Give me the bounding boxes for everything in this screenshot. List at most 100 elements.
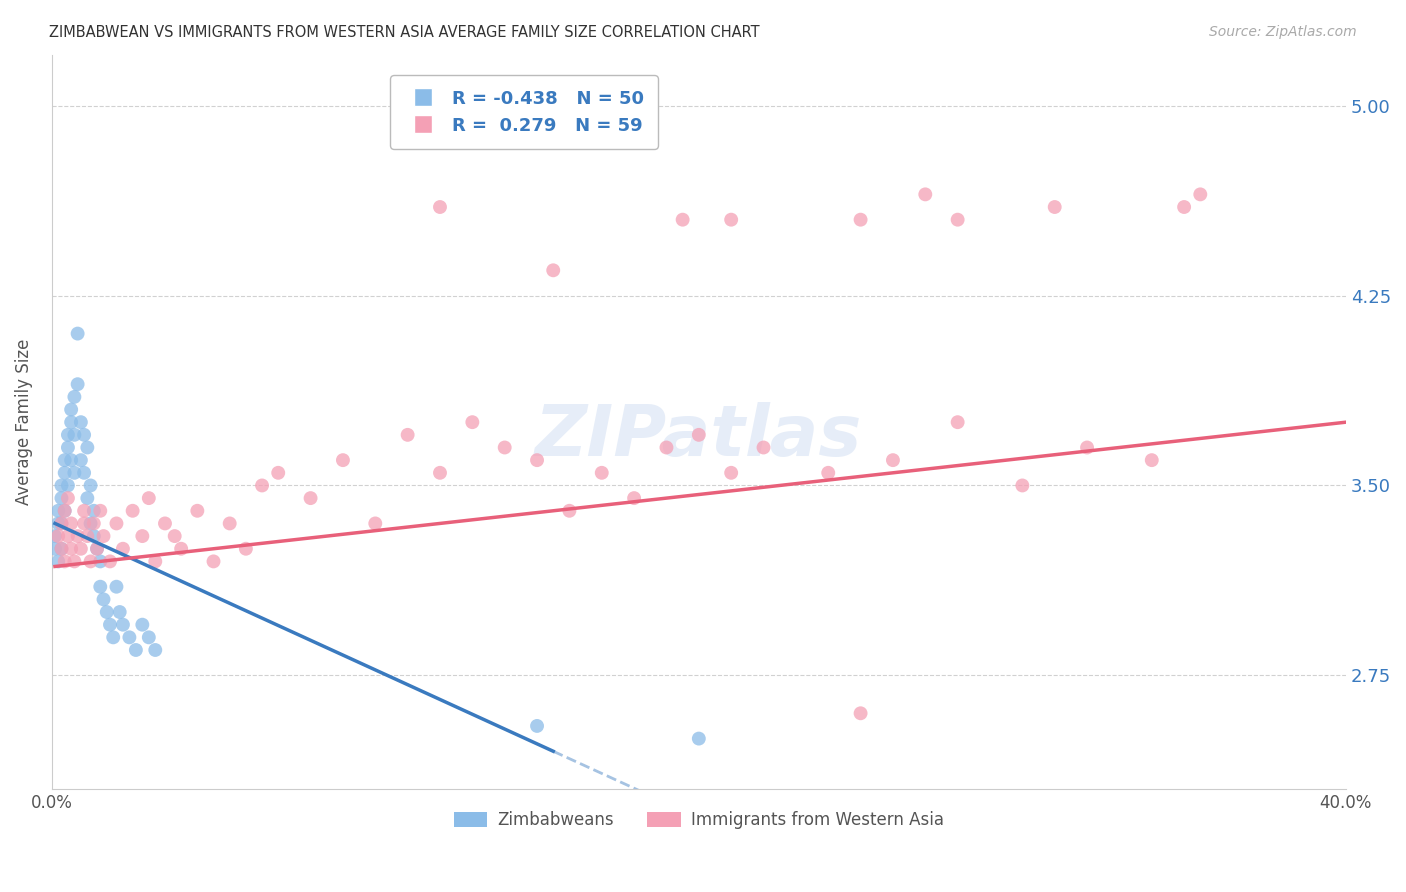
Point xyxy=(66,326,89,341)
Point xyxy=(46,504,69,518)
Point xyxy=(688,427,710,442)
Point xyxy=(118,631,141,645)
Point xyxy=(46,516,69,531)
Point xyxy=(1173,200,1195,214)
Text: Source: ZipAtlas.com: Source: ZipAtlas.com xyxy=(1209,25,1357,39)
Point xyxy=(93,592,115,607)
Point xyxy=(83,516,105,531)
Point xyxy=(882,453,904,467)
Point xyxy=(526,719,548,733)
Point xyxy=(111,617,134,632)
Point xyxy=(1011,478,1033,492)
Point xyxy=(914,187,936,202)
Point xyxy=(60,415,83,429)
Point xyxy=(56,427,79,442)
Point xyxy=(1043,200,1066,214)
Point xyxy=(186,504,208,518)
Text: ZIPatlas: ZIPatlas xyxy=(536,402,862,471)
Point xyxy=(70,415,93,429)
Point xyxy=(70,453,93,467)
Point xyxy=(51,541,73,556)
Point xyxy=(51,541,73,556)
Point xyxy=(105,516,128,531)
Point xyxy=(526,453,548,467)
Point xyxy=(170,541,193,556)
Point xyxy=(946,212,969,227)
Point xyxy=(73,516,96,531)
Point xyxy=(56,441,79,455)
Point xyxy=(250,478,273,492)
Point xyxy=(98,617,121,632)
Point xyxy=(752,441,775,455)
Point xyxy=(86,541,108,556)
Point xyxy=(76,441,98,455)
Point xyxy=(73,427,96,442)
Point xyxy=(153,516,176,531)
Point xyxy=(623,491,645,505)
Point xyxy=(163,529,186,543)
Point xyxy=(70,541,93,556)
Point xyxy=(108,605,131,619)
Point xyxy=(720,466,742,480)
Point xyxy=(63,466,86,480)
Point xyxy=(103,631,125,645)
Point xyxy=(396,427,419,442)
Point xyxy=(121,504,143,518)
Point xyxy=(76,491,98,505)
Text: ZIMBABWEAN VS IMMIGRANTS FROM WESTERN ASIA AVERAGE FAMILY SIZE CORRELATION CHART: ZIMBABWEAN VS IMMIGRANTS FROM WESTERN AS… xyxy=(49,25,759,40)
Point xyxy=(494,441,516,455)
Point xyxy=(53,466,76,480)
Point xyxy=(53,504,76,518)
Point xyxy=(66,529,89,543)
Point xyxy=(46,554,69,568)
Point xyxy=(51,516,73,531)
Point xyxy=(131,529,153,543)
Point xyxy=(56,529,79,543)
Point xyxy=(51,478,73,492)
Point xyxy=(817,466,839,480)
Point xyxy=(60,516,83,531)
Point xyxy=(655,441,678,455)
Point xyxy=(44,529,66,543)
Point xyxy=(429,466,451,480)
Point xyxy=(138,631,160,645)
Point xyxy=(44,541,66,556)
Point xyxy=(89,504,111,518)
Point xyxy=(105,580,128,594)
Point xyxy=(849,706,872,721)
Point xyxy=(235,541,257,556)
Point xyxy=(138,491,160,505)
Point xyxy=(93,529,115,543)
Point xyxy=(98,554,121,568)
Point xyxy=(63,554,86,568)
Point xyxy=(66,377,89,392)
Point xyxy=(1140,453,1163,467)
Point xyxy=(56,478,79,492)
Point xyxy=(51,491,73,505)
Point xyxy=(56,491,79,505)
Point xyxy=(849,212,872,227)
Point xyxy=(89,580,111,594)
Point xyxy=(53,504,76,518)
Point xyxy=(541,263,564,277)
Point xyxy=(1189,187,1212,202)
Point xyxy=(946,415,969,429)
Point xyxy=(558,504,581,518)
Point xyxy=(60,453,83,467)
Point xyxy=(63,390,86,404)
Point xyxy=(672,212,695,227)
Point xyxy=(111,541,134,556)
Point xyxy=(83,504,105,518)
Point xyxy=(73,504,96,518)
Point xyxy=(131,617,153,632)
Point xyxy=(83,529,105,543)
Point xyxy=(461,415,484,429)
Point xyxy=(218,516,240,531)
Point xyxy=(89,554,111,568)
Point xyxy=(429,200,451,214)
Point xyxy=(364,516,387,531)
Point xyxy=(143,554,166,568)
Point xyxy=(143,643,166,657)
Point xyxy=(79,554,101,568)
Point xyxy=(79,478,101,492)
